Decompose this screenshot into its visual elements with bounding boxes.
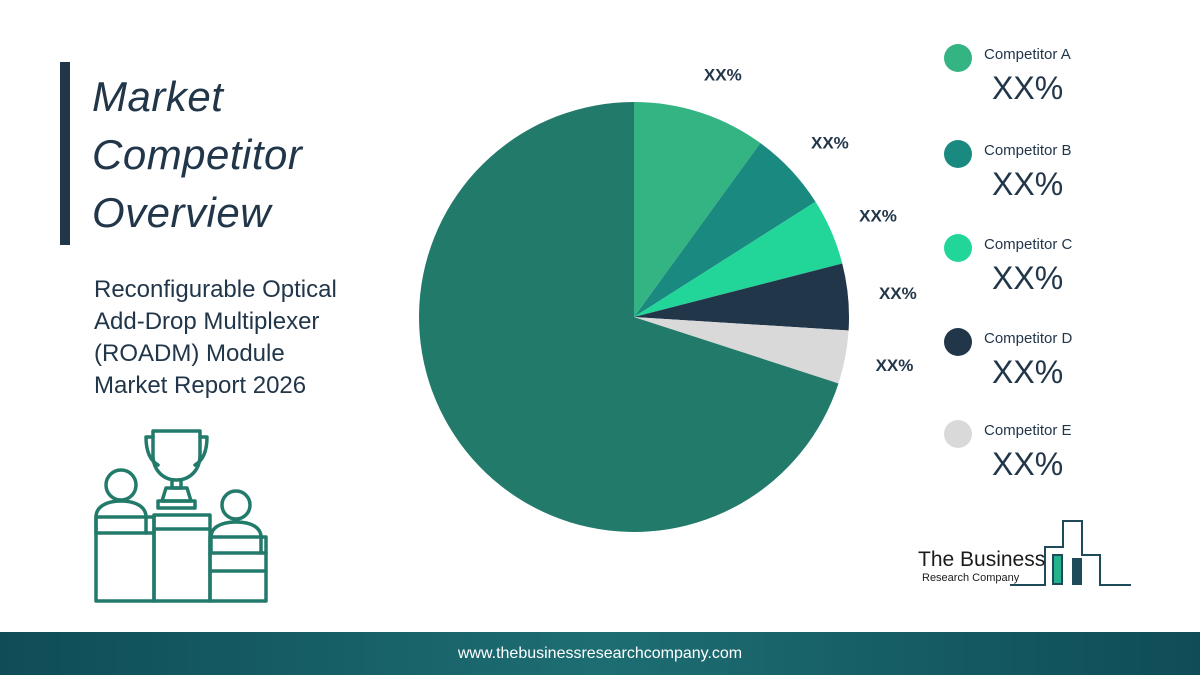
- brand-name: The Business: [918, 548, 1046, 571]
- page-title: Market Competitor Overview: [92, 68, 392, 242]
- pie-slice-label: XX%: [704, 65, 742, 84]
- legend-item: Competitor C XX%: [940, 230, 1140, 310]
- brand-subtitle: Research Company: [922, 572, 1020, 584]
- legend-item: Competitor D XX%: [940, 324, 1140, 404]
- legend-label: Competitor E: [984, 422, 1072, 439]
- legend-color-dot: [944, 44, 972, 72]
- pie-slice-label: XX%: [811, 133, 849, 152]
- legend-value: XX%: [992, 446, 1064, 482]
- pie-slice-label: XX%: [859, 207, 897, 226]
- pie-slice-label: XX%: [876, 356, 914, 375]
- subtitle-line: Market Report 2026: [94, 372, 307, 399]
- legend-color-dot: [944, 234, 972, 262]
- legend-color-dot: [944, 420, 972, 448]
- legend-color-dot: [944, 328, 972, 356]
- legend-item: Competitor E XX%: [940, 416, 1140, 496]
- title-line: Competitor: [92, 131, 303, 178]
- subtitle-line: (ROADM) Module: [94, 340, 285, 367]
- legend-item: Competitor A XX%: [940, 40, 1140, 120]
- legend-value: XX%: [992, 260, 1064, 296]
- trophy-podium-icon: [94, 429, 268, 603]
- legend-label: Competitor B: [984, 142, 1072, 159]
- title-line: Overview: [92, 189, 272, 236]
- title-line: Market: [92, 73, 224, 120]
- pie-slice-competitor-e: [634, 317, 849, 384]
- subtitle-line: Reconfigurable Optical: [94, 276, 337, 303]
- pie-slice-competitor-a: [634, 102, 761, 317]
- legend-color-dot: [944, 140, 972, 168]
- legend-value: XX%: [992, 354, 1064, 390]
- footer-bar: www.thebusinessresearchcompany.com: [0, 632, 1200, 675]
- website-link[interactable]: www.thebusinessresearchcompany.com: [457, 645, 743, 662]
- title-accent-bar: [60, 62, 70, 245]
- subtitle-line: Add-Drop Multiplexer: [94, 308, 320, 335]
- legend-value: XX%: [992, 70, 1064, 106]
- report-subtitle: Reconfigurable Optical Add-Drop Multiple…: [94, 274, 394, 402]
- bar-chart-logo-icon: [1010, 520, 1131, 586]
- legend-label: Competitor D: [984, 330, 1073, 347]
- pie-slice-competitor-d: [634, 263, 849, 331]
- legend-value: XX%: [992, 166, 1064, 202]
- brand-logo: The Business Research Company: [905, 515, 1145, 595]
- legend-item: Competitor B XX%: [940, 136, 1140, 216]
- pie-slice-competitor-b: [634, 143, 816, 317]
- pie-slice-label: XX%: [879, 284, 917, 303]
- legend-label: Competitor C: [984, 236, 1073, 253]
- legend-label: Competitor A: [984, 46, 1071, 63]
- pie-slice-others: [419, 102, 839, 532]
- pie-slice-competitor-c: [634, 201, 843, 317]
